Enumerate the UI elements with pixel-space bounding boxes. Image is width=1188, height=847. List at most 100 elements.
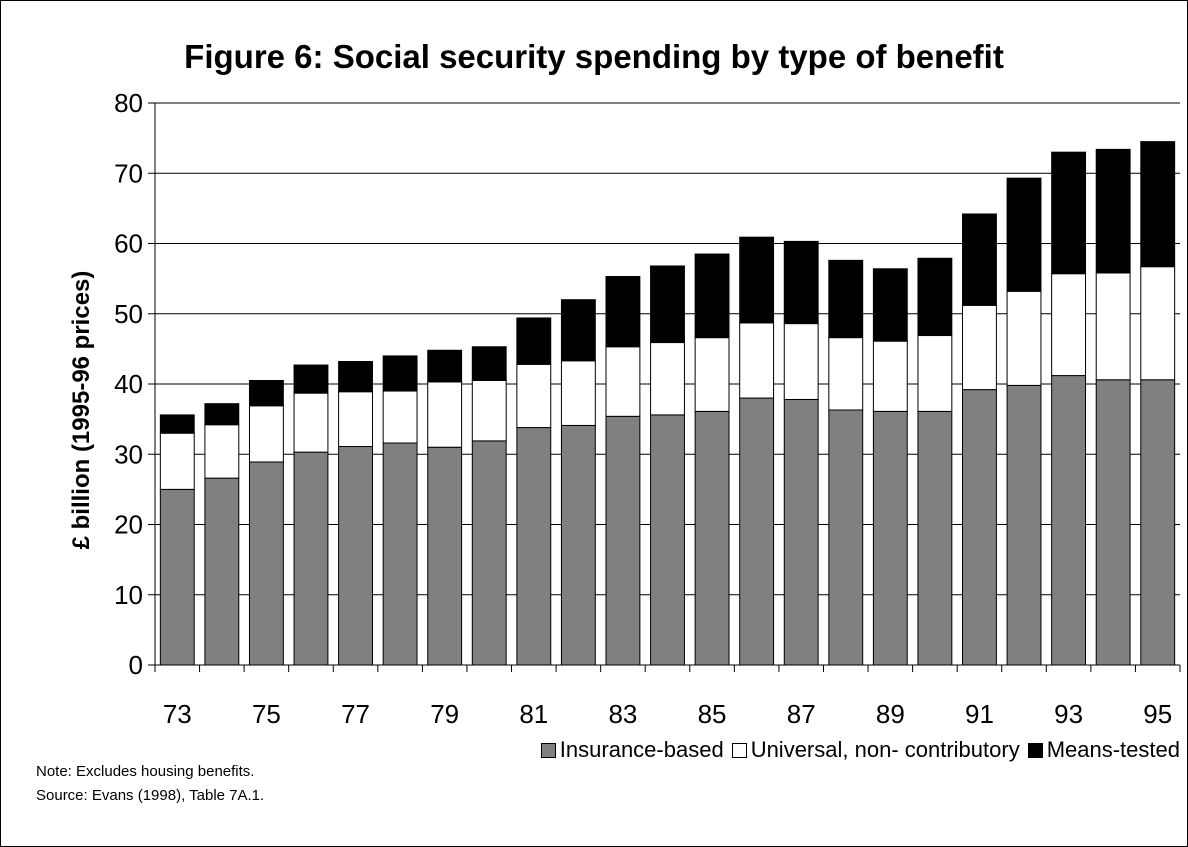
bar-insurance xyxy=(382,442,418,666)
bar-means xyxy=(204,403,240,426)
x-tick-label: 75 xyxy=(252,699,281,729)
bar-means xyxy=(962,213,997,306)
note-text: Note: Excludes housing benefits. xyxy=(36,763,255,780)
x-tick-label: 77 xyxy=(341,699,370,729)
legend-item-means: Means-tested xyxy=(1027,737,1180,763)
bar-universal xyxy=(962,304,997,391)
bar-universal xyxy=(338,391,373,448)
bar-means xyxy=(471,346,507,381)
bar-insurance xyxy=(605,415,641,666)
bar-universal xyxy=(1006,290,1042,386)
bar-insurance xyxy=(1140,379,1176,666)
bar-universal xyxy=(783,323,819,400)
bar-means xyxy=(293,364,329,394)
bar-means xyxy=(1095,148,1131,274)
bar-means xyxy=(1140,141,1176,268)
bar-means xyxy=(338,361,373,393)
bar-universal xyxy=(872,340,908,412)
bar-universal xyxy=(427,381,463,448)
x-tick-label: 81 xyxy=(519,699,548,729)
x-tick-label: 79 xyxy=(430,699,459,729)
bar-means xyxy=(783,240,819,325)
y-tick-label: 40 xyxy=(114,369,143,399)
bar-universal xyxy=(516,363,552,429)
bar-universal xyxy=(694,337,730,412)
bar-insurance xyxy=(204,477,240,666)
x-tick-label: 89 xyxy=(876,699,905,729)
chart-title: Figure 6: Social security spending by ty… xyxy=(184,38,1004,75)
legend-item-universal: Universal, non- contributory xyxy=(731,737,1020,763)
bar-insurance xyxy=(427,446,463,666)
bar-means xyxy=(382,355,418,392)
bar-universal xyxy=(828,337,864,411)
bar-universal xyxy=(248,405,284,463)
bar-universal xyxy=(605,346,641,417)
legend-swatch-universal xyxy=(731,742,747,758)
legend-swatch-insurance xyxy=(540,742,556,758)
bar-means xyxy=(248,379,284,407)
bar-means xyxy=(872,268,908,342)
bar-insurance xyxy=(159,488,195,666)
y-tick-label: 70 xyxy=(114,158,143,188)
bar-insurance xyxy=(1006,384,1042,666)
x-tick-label: 95 xyxy=(1143,699,1172,729)
bar-insurance xyxy=(516,427,552,666)
bar-means xyxy=(159,414,195,434)
bar-universal xyxy=(650,342,685,416)
y-tick-label: 0 xyxy=(129,650,143,680)
bar-means xyxy=(650,265,685,344)
bar-universal xyxy=(293,392,329,453)
x-tick-label: 87 xyxy=(787,699,816,729)
bar-means xyxy=(516,317,552,365)
bar-universal xyxy=(382,390,418,444)
bar-means xyxy=(1051,151,1087,275)
bar-insurance xyxy=(471,440,507,666)
x-tick-label: 73 xyxy=(163,699,192,729)
bar-means xyxy=(828,259,864,339)
y-tick-label: 10 xyxy=(114,580,143,610)
y-tick-label: 20 xyxy=(114,510,143,540)
bar-universal xyxy=(560,360,596,426)
bar-insurance xyxy=(739,397,775,666)
x-tick-label: 83 xyxy=(608,699,637,729)
bar-means xyxy=(917,257,953,337)
source-text: Source: Evans (1998), Table 7A.1. xyxy=(36,787,265,804)
legend-label-universal: Universal, non- contributory xyxy=(750,737,1020,762)
bar-insurance xyxy=(248,461,284,666)
bar-insurance xyxy=(1095,379,1131,666)
bar-insurance xyxy=(650,414,685,666)
bar-insurance xyxy=(694,410,730,666)
legend-label-insurance: Insurance-based xyxy=(559,737,724,762)
bar-universal xyxy=(471,379,507,442)
bar-insurance xyxy=(293,451,329,666)
bar-means xyxy=(605,276,641,348)
x-tick-label: 93 xyxy=(1054,699,1083,729)
bar-universal xyxy=(739,322,775,399)
y-tick-label: 80 xyxy=(114,88,143,118)
bar-means xyxy=(739,236,775,324)
bar-universal xyxy=(204,424,240,479)
legend-swatch-means xyxy=(1027,742,1043,758)
bar-insurance xyxy=(338,446,373,666)
bar-universal xyxy=(159,432,195,490)
x-tick-label: 91 xyxy=(965,699,994,729)
legend-label-means: Means-tested xyxy=(1046,737,1180,762)
bar-insurance xyxy=(783,398,819,666)
bar-universal xyxy=(1140,266,1176,381)
legend: Insurance-based Universal, non- contribu… xyxy=(533,737,1180,763)
y-tick-label: 30 xyxy=(114,439,143,469)
bar-insurance xyxy=(917,410,953,666)
bar-universal xyxy=(917,335,953,412)
bar-insurance xyxy=(560,424,596,666)
y-tick-label: 60 xyxy=(114,229,143,259)
bar-insurance xyxy=(962,389,997,666)
x-tick-label: 85 xyxy=(698,699,727,729)
bar-insurance xyxy=(1051,375,1087,666)
y-tick-label: 50 xyxy=(114,299,143,329)
bar-universal xyxy=(1051,273,1087,377)
bar-means xyxy=(694,253,730,339)
bar-means xyxy=(1006,177,1042,292)
bar-universal xyxy=(1095,272,1131,381)
legend-item-insurance: Insurance-based xyxy=(540,737,724,763)
